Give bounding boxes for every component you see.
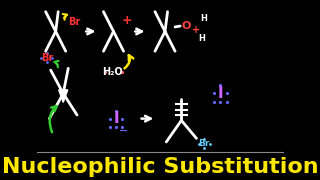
- Text: H: H: [201, 14, 207, 23]
- Text: Br: Br: [68, 17, 81, 28]
- Text: H: H: [198, 34, 205, 43]
- Text: H₂O: H₂O: [102, 67, 123, 77]
- Text: O: O: [182, 21, 191, 31]
- Text: Br: Br: [198, 139, 210, 148]
- Polygon shape: [59, 90, 68, 102]
- Text: I: I: [218, 86, 223, 101]
- Text: Br: Br: [41, 53, 53, 62]
- Text: Nucleophilic Substitution: Nucleophilic Substitution: [2, 157, 318, 177]
- Text: +: +: [122, 14, 132, 27]
- Text: I: I: [113, 111, 119, 126]
- Text: −: −: [119, 126, 128, 136]
- Text: +: +: [192, 25, 201, 35]
